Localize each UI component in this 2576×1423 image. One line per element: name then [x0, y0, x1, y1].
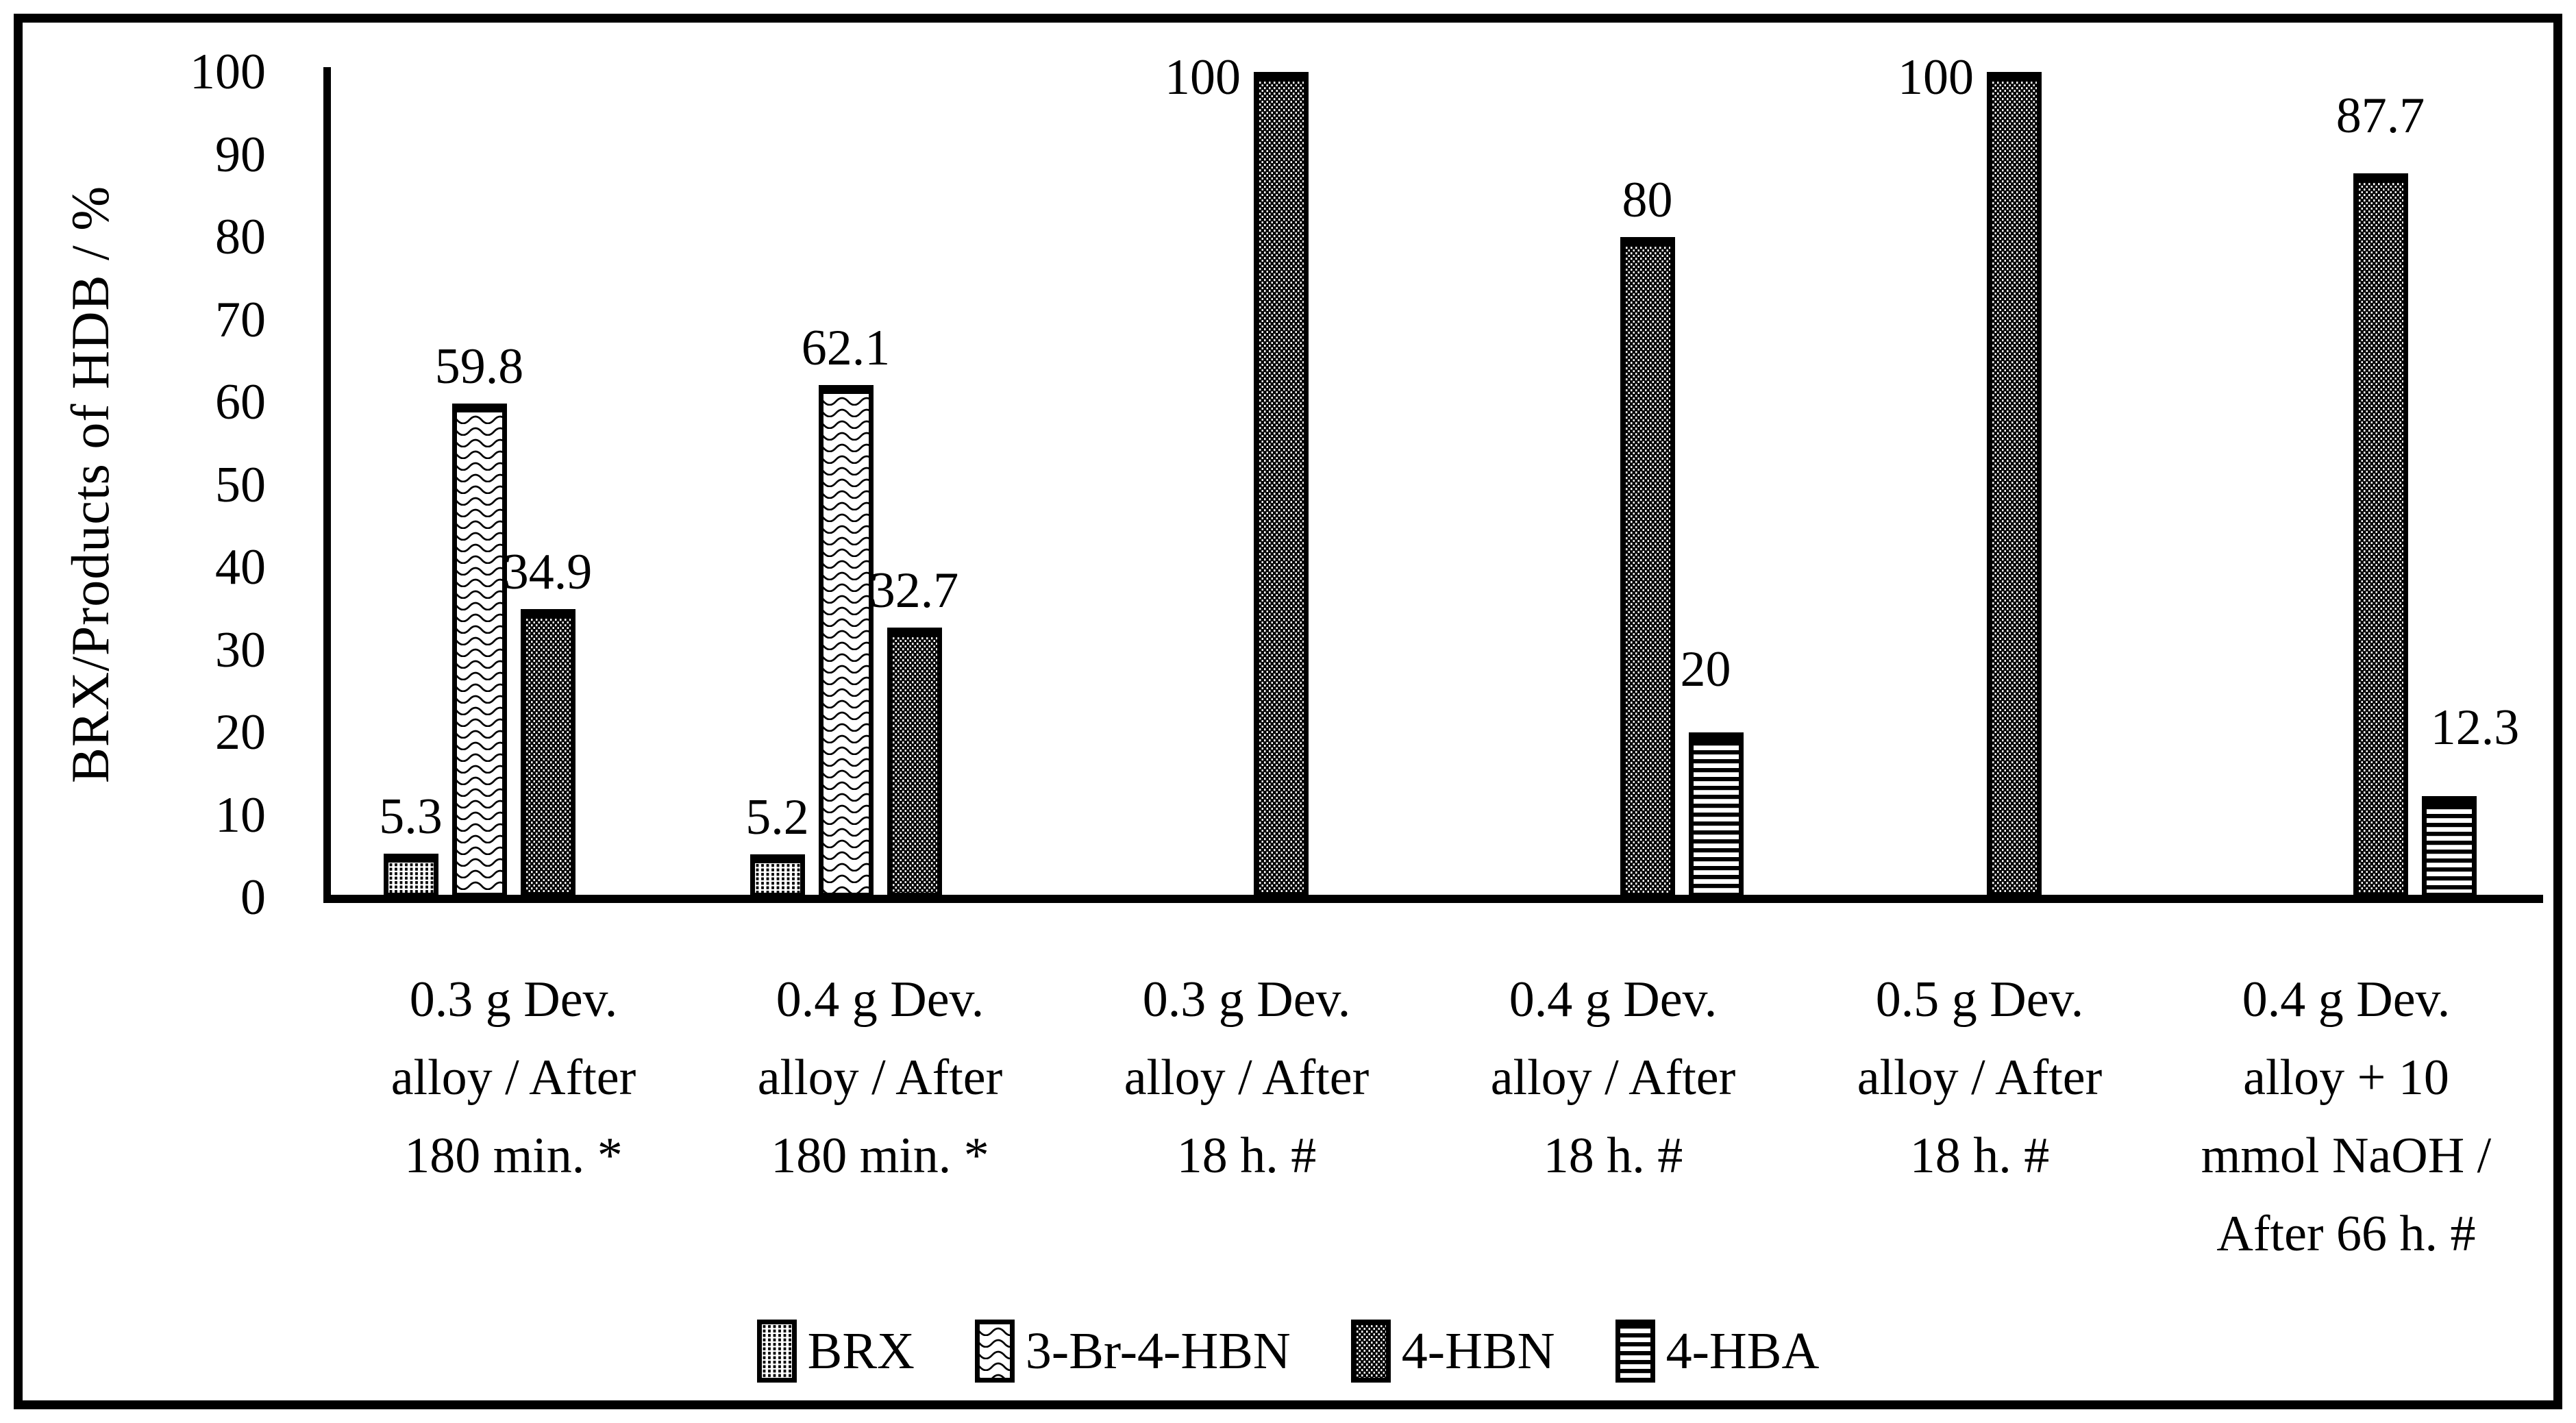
y-tick-label: 80 [215, 209, 266, 265]
y-axis-line [323, 67, 331, 902]
y-tick-label: 70 [215, 291, 266, 348]
y-tick-label: 90 [215, 126, 266, 183]
bar-4-HBA-group4 [1688, 732, 1744, 898]
category-label-group5: 0.5 g Dev. alloy / After 18 h. # [1857, 972, 2103, 1184]
bar-BRX-group1 [383, 854, 438, 898]
legend-label-3-Br-4-HBN: 3-Br-4-HBN [1025, 1322, 1291, 1380]
legend-swatch-4-HBA-icon [1615, 1320, 1655, 1383]
bar-value-label: 100 [1165, 49, 1241, 106]
legend-swatch-BRX-icon [756, 1320, 797, 1383]
bar-3-Br-4-HBN-group1 [451, 404, 507, 898]
bar-4-HBA-group6 [2421, 796, 2477, 898]
bar-value-label: 59.8 [434, 338, 524, 395]
legend-item-4-HBN: 4-HBN [1350, 1320, 1555, 1383]
category-label-group4: 0.4 g Dev. alloy / After 18 h. # [1490, 972, 1736, 1184]
bar-value-label: 5.2 [745, 789, 809, 845]
y-tick-label: 30 [215, 621, 266, 678]
legend-label-4-HBN: 4-HBN [1401, 1322, 1555, 1380]
bar-4-HBN-group2 [887, 628, 942, 898]
legend-item-4-HBA: 4-HBA [1615, 1320, 1820, 1383]
bar-value-label: 80 [1622, 172, 1673, 228]
bar-value-label: 100 [1898, 49, 1974, 106]
bar-value-label: 32.7 [869, 562, 959, 619]
y-tick-label: 50 [215, 456, 266, 513]
y-tick-label: 20 [215, 704, 266, 760]
bar-value-label: 5.3 [379, 789, 443, 845]
legend: BRX 3-Br-4-HBN 4-HBN 4-HBA [0, 1317, 2576, 1385]
bar-4-HBN-group4 [1620, 237, 1675, 898]
legend-label-BRX: BRX [807, 1322, 915, 1380]
legend-swatch-3-Br-4-HBN-icon [974, 1320, 1015, 1383]
bar-value-label: 87.7 [2336, 88, 2425, 144]
category-label-group3: 0.3 g Dev. alloy / After 18 h. # [1124, 972, 1370, 1184]
y-tick-label: 100 [190, 44, 266, 100]
bar-4-HBN-group3 [1253, 72, 1309, 898]
bar-4-HBN-group6 [2353, 173, 2408, 898]
bar-BRX-group2 [750, 854, 805, 898]
y-tick-label: 10 [215, 787, 266, 843]
category-label-group2: 0.4 g Dev. alloy / After 180 min. * [757, 972, 1003, 1184]
y-tick-label: 0 [240, 869, 266, 926]
bar-value-label: 12.3 [2430, 700, 2520, 756]
legend-label-4-HBA: 4-HBA [1665, 1322, 1820, 1380]
figure-border [14, 14, 2562, 1409]
bar-value-label: 34.9 [503, 544, 593, 600]
legend-item-BRX: BRX [756, 1320, 915, 1383]
category-label-group1: 0.3 g Dev. alloy / After 180 min. * [391, 972, 636, 1184]
x-axis-line [323, 895, 2543, 903]
y-tick-label: 40 [215, 539, 266, 595]
bar-value-label: 62.1 [801, 320, 891, 376]
bar-4-HBN-group5 [1986, 72, 2042, 898]
bar-3-Br-4-HBN-group2 [818, 385, 874, 898]
bar-4-HBN-group1 [520, 609, 575, 898]
legend-item-3-Br-4-HBN: 3-Br-4-HBN [974, 1320, 1291, 1383]
y-tick-label: 60 [215, 374, 266, 430]
legend-swatch-4-HBN-icon [1350, 1320, 1391, 1383]
category-label-group6: 0.4 g Dev. alloy + 10 mmol NaOH / After … [2201, 972, 2492, 1262]
bar-value-label: 20 [1680, 641, 1731, 697]
